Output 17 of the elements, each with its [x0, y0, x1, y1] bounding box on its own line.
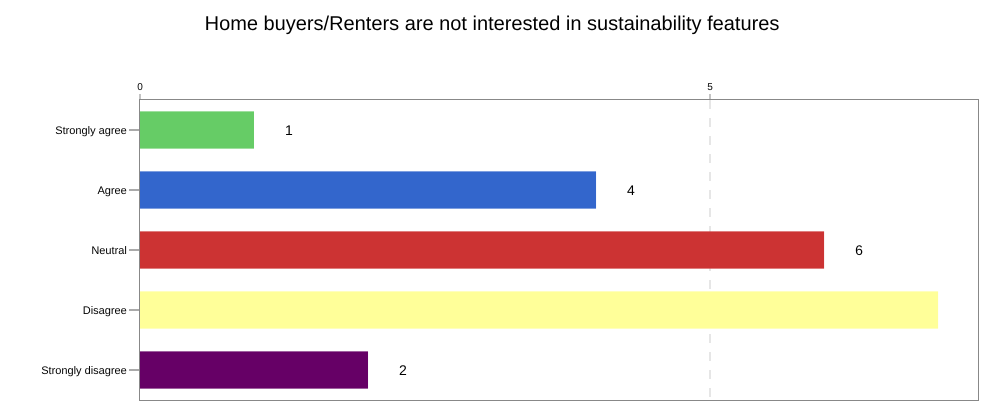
y-tick-label: Strongly agree: [55, 124, 127, 137]
bar: [140, 111, 254, 149]
y-tick-label: Disagree: [82, 304, 127, 317]
bar: [140, 291, 938, 329]
x-tick-label: 5: [707, 82, 714, 93]
bar: [140, 351, 368, 389]
x-tick-label: 0: [137, 82, 144, 93]
y-tick-label: Agree: [97, 184, 127, 197]
bar: [140, 231, 824, 269]
data-label: 4: [599, 182, 636, 198]
y-tick-label: Strongly disagree: [41, 364, 127, 377]
bar: [140, 171, 596, 209]
chart-title: Home buyers/Renters are not interested in sustainability features: [204, 13, 780, 36]
data-label: 6: [827, 242, 864, 258]
y-tick-label: Neutral: [91, 244, 127, 257]
data-label: 1: [257, 122, 294, 138]
data-label: 2: [371, 362, 408, 378]
